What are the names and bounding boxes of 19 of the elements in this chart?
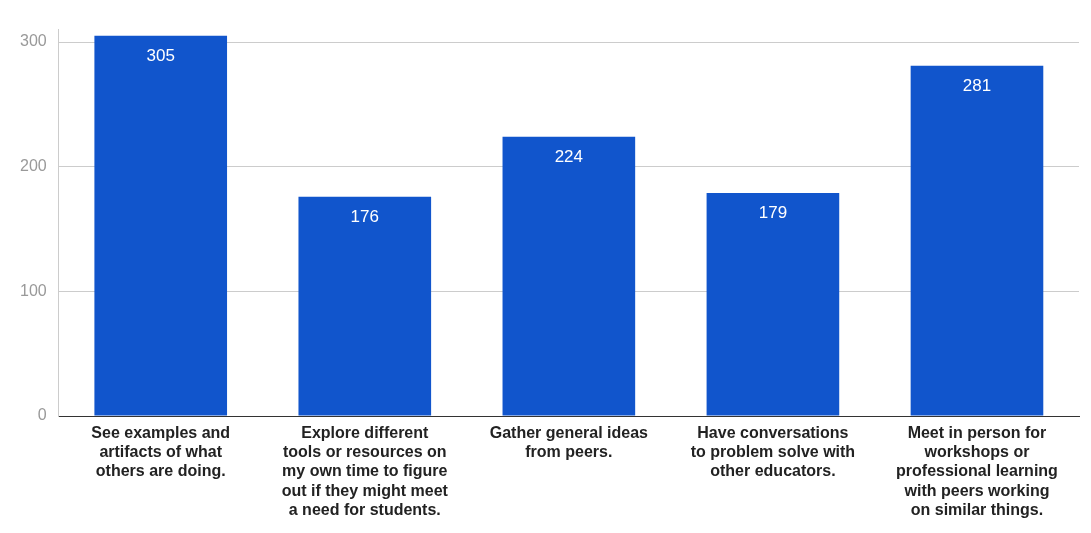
bar xyxy=(298,196,432,416)
y-tick-label: 0 xyxy=(37,406,47,424)
data-label: 176 xyxy=(350,206,379,226)
data-label: 305 xyxy=(146,46,175,66)
y-tick-label: 200 xyxy=(19,157,47,175)
x-tick-label: Have conversations to problem solve with other educators. xyxy=(690,424,856,480)
x-tick-label: Gather general ideas from peers. xyxy=(489,424,649,461)
y-tick-label: 100 xyxy=(19,281,47,299)
x-tick-label: Explore different tools or resources on my own time to figure out if they might meet a need for students. xyxy=(281,424,449,518)
y-tick-label: 300 xyxy=(19,32,47,50)
bar xyxy=(910,65,1044,416)
data-label: 179 xyxy=(758,203,788,223)
x-tick-label: Meet in person for workshops or professional learning with peers working on similar things. xyxy=(896,424,1058,518)
x-tick-label: See examples and artifacts of what others are doing. xyxy=(91,424,231,480)
bar xyxy=(502,136,636,416)
bar xyxy=(706,192,840,416)
data-label: 281 xyxy=(962,75,992,95)
data-label: 224 xyxy=(554,146,584,166)
bar xyxy=(94,35,228,416)
